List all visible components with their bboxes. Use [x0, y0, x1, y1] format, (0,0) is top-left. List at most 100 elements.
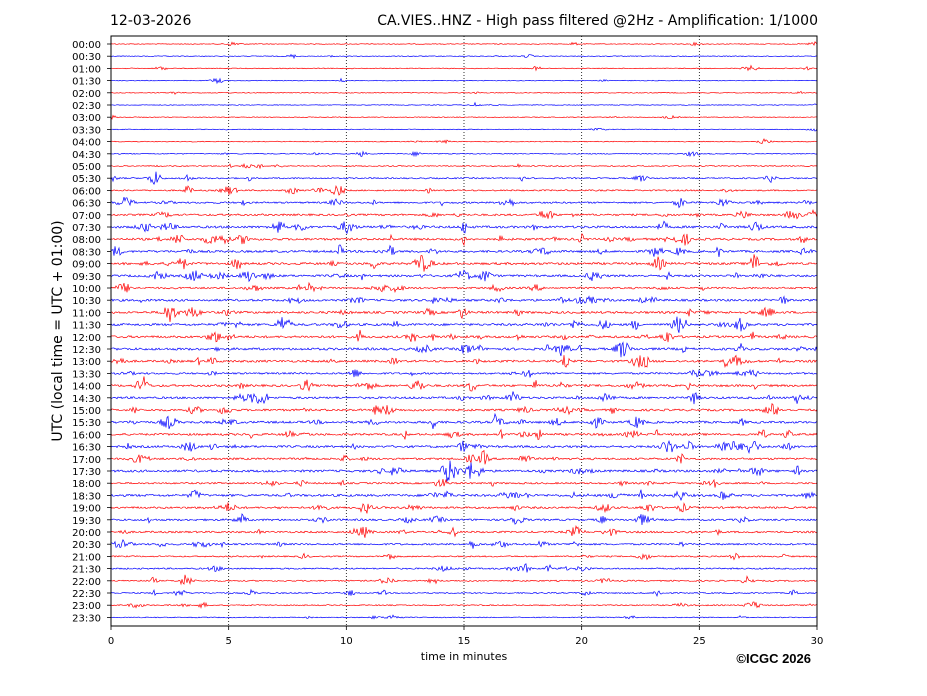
- trace-row-22: [110, 306, 818, 323]
- x-tick-label-3: 15: [458, 636, 471, 647]
- trace-row-16: [110, 232, 818, 247]
- y-tick-label-27: 13:30: [72, 369, 101, 380]
- y-tick-label-6: 03:00: [72, 113, 101, 124]
- chart-station-title: CA.VIES..HNZ - High pass filtered @2Hz -…: [377, 13, 818, 29]
- y-tick-label-40: 20:00: [72, 528, 101, 539]
- trace-row-41: [110, 539, 818, 549]
- trace-row-31: [110, 412, 818, 430]
- y-tick-label-24: 12:00: [72, 333, 101, 344]
- y-tick-label-25: 12:30: [72, 345, 101, 356]
- trace-row-21: [110, 295, 818, 305]
- x-axis-label: time in minutes: [421, 650, 508, 663]
- y-tick-label-31: 15:30: [72, 418, 101, 429]
- y-tick-label-47: 23:30: [72, 613, 101, 624]
- y-tick-label-7: 03:30: [72, 125, 101, 136]
- trace-row-38: [110, 502, 818, 514]
- y-tick-label-28: 14:00: [72, 382, 101, 393]
- y-tick-label-18: 09:00: [72, 260, 101, 271]
- y-tick-label-15: 07:30: [72, 223, 101, 234]
- trace-row-32: [110, 428, 818, 441]
- trace-row-13: [110, 196, 818, 209]
- trace-row-46: [110, 601, 818, 609]
- trace-row-6: [110, 114, 818, 120]
- y-tick-label-22: 11:00: [72, 308, 101, 319]
- y-tick-label-10: 05:00: [72, 162, 101, 173]
- y-tick-label-26: 13:00: [72, 357, 101, 368]
- y-tick-label-29: 14:30: [72, 394, 101, 405]
- y-tick-label-13: 06:30: [72, 199, 101, 210]
- trace-row-1: [110, 53, 818, 60]
- x-tick-label-5: 25: [693, 636, 706, 647]
- trace-row-18: [110, 254, 818, 272]
- trace-row-37: [110, 489, 818, 502]
- trace-row-2: [110, 64, 818, 72]
- trace-row-43: [110, 563, 818, 573]
- plot-frame: [110, 35, 818, 627]
- y-tick-label-34: 17:00: [72, 455, 101, 466]
- trace-row-15: [110, 220, 818, 235]
- x-tick-label-0: 0: [108, 636, 114, 647]
- y-tick-label-43: 21:30: [72, 565, 101, 576]
- y-tick-label-12: 06:00: [72, 186, 101, 197]
- x-ticks: 0 5 10 15 20 25 30: [108, 626, 824, 647]
- trace-row-47: [110, 614, 818, 620]
- trace-row-3: [110, 77, 818, 85]
- chart-date-title: 12-03-2026: [110, 13, 191, 29]
- trace-row-7: [110, 127, 818, 132]
- trace-row-28: [110, 376, 818, 392]
- trace-row-25: [110, 341, 818, 358]
- y-tick-label-20: 10:00: [72, 284, 101, 295]
- y-tick-label-17: 08:30: [72, 247, 101, 258]
- y-tick-label-14: 07:00: [72, 211, 101, 222]
- trace-row-20: [110, 281, 818, 294]
- trace-row-45: [110, 588, 818, 597]
- y-tick-label-9: 04:30: [72, 150, 101, 161]
- trace-row-14: [110, 208, 818, 220]
- y-tick-label-2: 01:00: [72, 64, 101, 75]
- x-tick-label-2: 10: [340, 636, 353, 647]
- trace-row-44: [110, 574, 818, 586]
- y-tick-label-16: 08:00: [72, 235, 101, 246]
- y-tick-label-4: 02:00: [72, 89, 101, 100]
- trace-row-27: [110, 368, 818, 378]
- vertical-grid: [228, 36, 700, 626]
- trace-row-35: [110, 460, 818, 482]
- y-tick-label-19: 09:30: [72, 272, 101, 283]
- x-tick-label-4: 20: [575, 636, 588, 647]
- trace-row-33: [110, 440, 818, 455]
- trace-row-26: [110, 354, 818, 368]
- trace-row-9: [110, 150, 818, 158]
- y-axis-label: UTC (local time = UTC + 01:00): [50, 220, 66, 441]
- y-tick-label-23: 11:30: [72, 321, 101, 332]
- trace-row-8: [110, 138, 818, 145]
- trace-row-36: [110, 478, 818, 488]
- y-tick-label-45: 22:30: [72, 589, 101, 600]
- y-tick-label-38: 19:00: [72, 504, 101, 515]
- y-tick-label-39: 19:30: [72, 516, 101, 527]
- y-tick-label-35: 17:30: [72, 467, 101, 478]
- trace-row-19: [110, 269, 818, 283]
- y-tick-label-8: 04:00: [72, 138, 101, 149]
- y-tick-label-5: 02:30: [72, 101, 101, 112]
- y-tick-label-36: 18:00: [72, 479, 101, 490]
- trace-row-11: [110, 171, 818, 186]
- y-tick-label-3: 01:30: [72, 77, 101, 88]
- trace-row-34: [110, 449, 818, 465]
- y-tick-label-21: 10:30: [72, 296, 101, 307]
- trace-row-5: [110, 101, 818, 107]
- y-tick-label-1: 00:30: [72, 52, 101, 63]
- y-tick-label-11: 05:30: [72, 174, 101, 185]
- trace-row-12: [110, 185, 818, 196]
- x-tick-label-1: 5: [225, 636, 231, 647]
- y-tick-label-41: 20:30: [72, 540, 101, 551]
- trace-row-17: [110, 244, 818, 258]
- y-tick-label-42: 21:00: [72, 552, 101, 563]
- y-tick-label-37: 18:30: [72, 491, 101, 502]
- y-tick-label-33: 16:30: [72, 443, 101, 454]
- x-tick-label-6: 30: [811, 636, 824, 647]
- trace-row-10: [110, 162, 818, 170]
- y-tick-label-30: 15:00: [72, 406, 101, 417]
- trace-row-24: [110, 329, 818, 343]
